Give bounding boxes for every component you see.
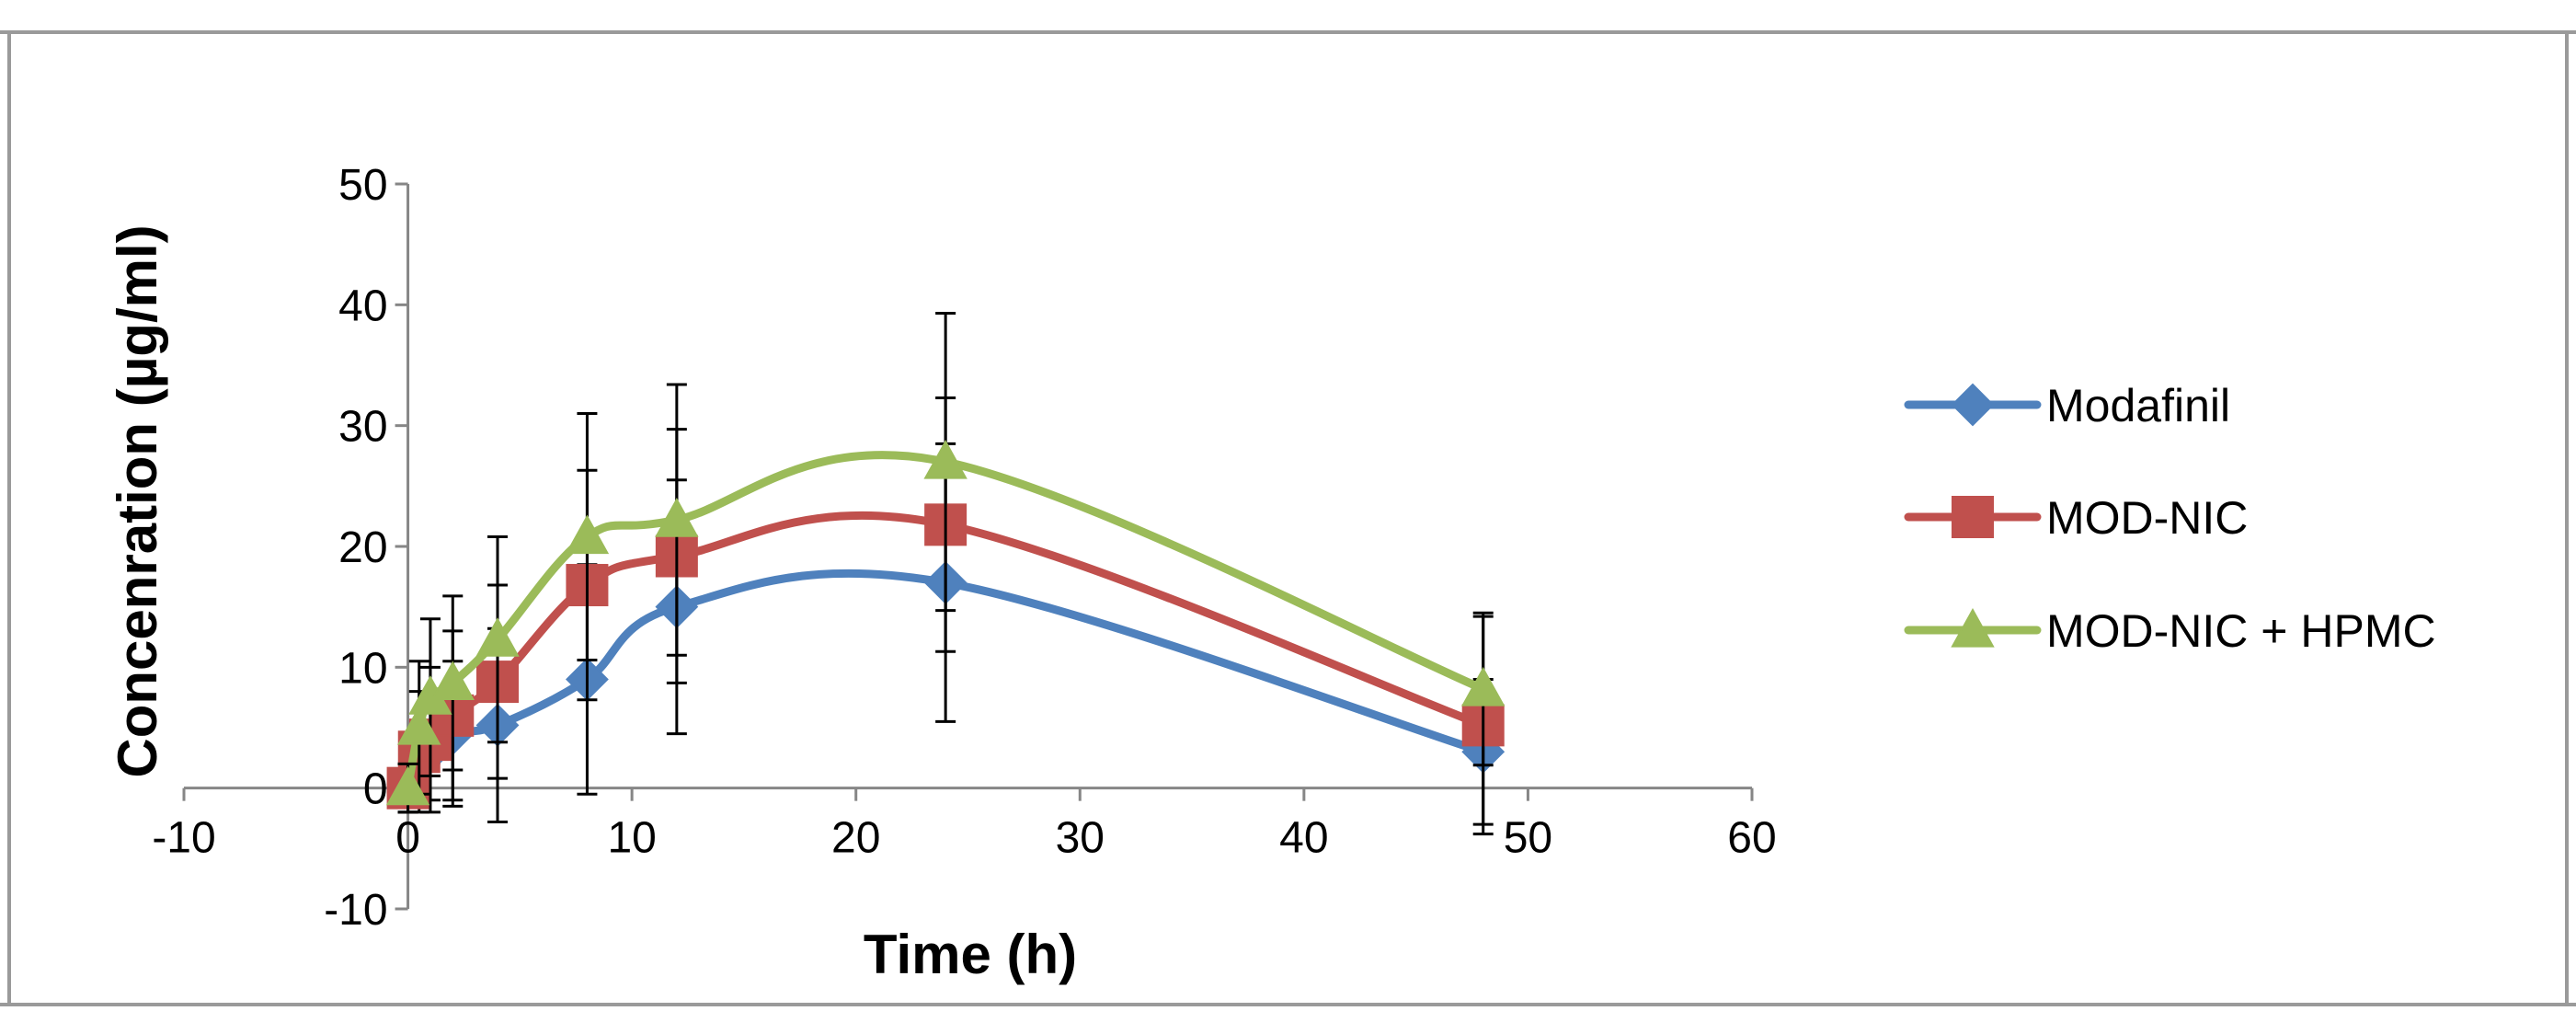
- data-point-mod-nic-hpmc: [1461, 666, 1506, 707]
- legend-item-mod-nic: MOD-NIC: [1904, 492, 2248, 544]
- legend-item-mod-nic-hpmc: MOD-NIC + HPMC: [1904, 605, 2436, 657]
- data-point-mod-nic-hpmc: [475, 617, 520, 657]
- legend-marker: [1951, 607, 1995, 648]
- legend-label: Modafinil: [2046, 380, 2230, 431]
- x-tick-label: 50: [1504, 814, 1552, 863]
- y-axis-title: Concenration (µg/ml): [107, 224, 168, 777]
- y-tick-label: 10: [338, 644, 387, 693]
- data-point-mod-nic-hpmc: [397, 705, 441, 745]
- data-point-mod-nic-hpmc: [430, 661, 475, 701]
- x-tick-label: 60: [1727, 814, 1776, 863]
- legend-marker: [1952, 496, 1994, 538]
- x-tick-label: 40: [1279, 814, 1328, 863]
- x-tick-label: 20: [831, 814, 880, 863]
- y-tick-label: -10: [324, 886, 387, 935]
- y-tick-label: 20: [338, 523, 387, 572]
- data-point-mod-nic-hpmc: [655, 498, 699, 537]
- x-tick-label: 30: [1056, 814, 1105, 863]
- data-point-mod-nic-hpmc: [565, 514, 610, 555]
- series-layer: [385, 312, 1506, 836]
- legend-layer: Modafinil MOD-NIC MOD-NIC + HPMC: [1904, 380, 2436, 657]
- legend-marker: [1951, 383, 1995, 427]
- data-point-mod-nic-hpmc: [923, 440, 967, 479]
- y-tick-label: 40: [338, 281, 387, 330]
- x-tick-label: 10: [607, 814, 656, 863]
- legend-label: MOD-NIC + HPMC: [2046, 605, 2436, 657]
- data-point-mod-nic-hpmc: [385, 765, 430, 806]
- x-axis-title: Time (h): [864, 924, 1077, 985]
- y-tick-label: 0: [363, 765, 388, 814]
- series-mod-nic-hpmc: [385, 312, 1506, 814]
- legend-item-modafinil: Modafinil: [1904, 380, 2230, 431]
- legend-label: MOD-NIC: [2046, 492, 2248, 544]
- x-tick-label: 0: [395, 814, 420, 863]
- y-tick-label: 30: [338, 403, 387, 452]
- y-tick-label: 50: [338, 161, 387, 210]
- x-tick-label: -10: [152, 814, 215, 863]
